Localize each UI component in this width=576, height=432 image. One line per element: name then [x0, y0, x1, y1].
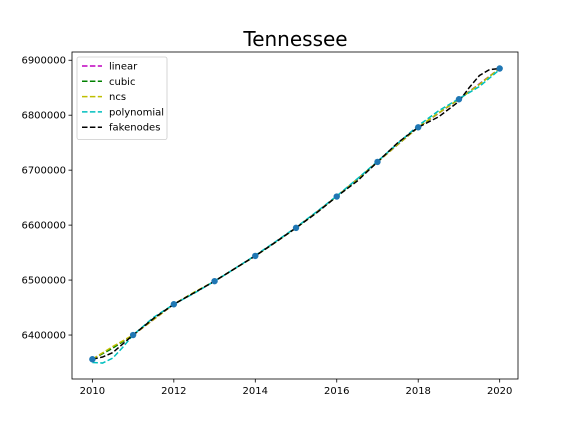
data-point-2011: [129, 331, 137, 339]
x-tick-label-2018: 2018: [405, 386, 430, 397]
legend-label-cubic: cubic: [109, 77, 135, 88]
data-point-2016: [333, 193, 340, 200]
y-tick-label-6700000: 6700000: [21, 166, 66, 177]
y-tick-label-6500000: 6500000: [21, 276, 66, 287]
x-tick-label-2016: 2016: [324, 386, 349, 397]
series-line-polynomial: [92, 69, 501, 364]
y-tick-label-6800000: 6800000: [21, 111, 66, 122]
legend-label-linear: linear: [109, 62, 138, 73]
y-tick-label-6600000: 6600000: [21, 221, 66, 232]
x-tick-label-2012: 2012: [161, 386, 186, 397]
y-axis: 6400000 6500000 6600000 6700000 6800000 69000…: [21, 56, 72, 342]
data-points: [89, 65, 503, 363]
data-point-2019: [455, 96, 463, 103]
y-tick-label-6400000: 6400000: [21, 331, 66, 342]
data-point-2015: [292, 224, 300, 232]
data-point-2018: [415, 124, 422, 131]
legend: linear cubic ncs polynomial fakenodes: [76, 56, 168, 140]
data-point-2012: [170, 301, 178, 308]
data-point-2014: [252, 252, 259, 260]
legend-box: [76, 56, 168, 140]
x-tick-label-2014: 2014: [243, 386, 268, 397]
data-point-2017: [374, 158, 381, 166]
legend-label-ncs: ncs: [109, 92, 126, 103]
y-tick-label-6900000: 6900000: [21, 56, 66, 67]
x-axis: 2010 2012 2014 2016 2018 2020: [80, 379, 512, 397]
plot-frame: [71, 51, 519, 380]
data-point-2013: [211, 277, 218, 285]
legend-label-polynomial: polynomial: [109, 107, 164, 118]
chart-title: Tennessee: [242, 27, 347, 51]
x-tick-label-2020: 2020: [487, 386, 512, 397]
x-tick-label-2010: 2010: [80, 386, 105, 397]
data-point-2010: [89, 356, 96, 363]
data-point-2020: [496, 65, 503, 72]
legend-label-fakenodes: fakenodes: [109, 123, 160, 134]
